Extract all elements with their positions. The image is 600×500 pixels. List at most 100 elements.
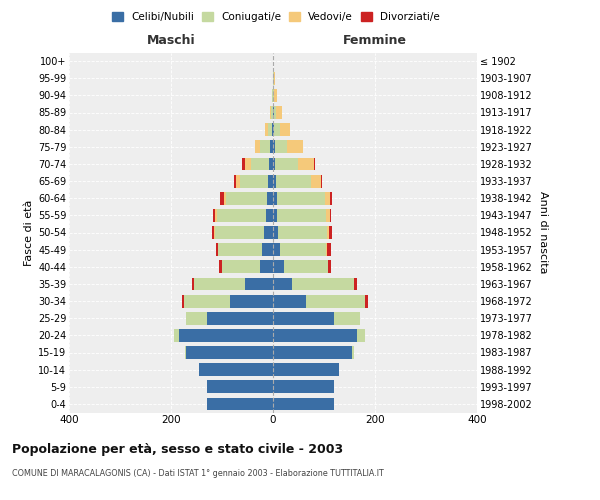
Y-axis label: Fasce di età: Fasce di età	[23, 200, 34, 266]
Bar	[240, 174, 268, 188]
Bar	[186, 312, 206, 324]
Bar	[274, 123, 280, 136]
Bar	[273, 192, 277, 204]
Bar	[230, 294, 273, 308]
Bar	[245, 278, 273, 290]
Bar	[274, 72, 275, 85]
Bar	[264, 226, 273, 239]
Bar	[271, 140, 273, 153]
Bar	[217, 209, 266, 222]
Bar	[287, 140, 302, 153]
Bar	[298, 158, 314, 170]
Bar	[326, 226, 329, 239]
Bar	[260, 140, 271, 153]
Bar	[206, 398, 273, 410]
Bar	[280, 123, 290, 136]
Bar	[277, 209, 326, 222]
Bar	[275, 158, 298, 170]
Bar	[179, 329, 273, 342]
Bar	[276, 106, 282, 119]
Legend: Celibi/Nubili, Coniugati/e, Vedovi/e, Divorziati/e: Celibi/Nubili, Coniugati/e, Vedovi/e, Di…	[108, 8, 444, 26]
Bar	[306, 294, 365, 308]
Bar	[266, 209, 273, 222]
Bar	[352, 346, 353, 359]
Bar	[329, 226, 332, 239]
Bar	[273, 174, 275, 188]
Bar	[273, 380, 334, 393]
Bar	[194, 278, 245, 290]
Bar	[273, 89, 274, 102]
Bar	[292, 278, 353, 290]
Bar	[226, 192, 267, 204]
Bar	[280, 243, 326, 256]
Bar	[275, 140, 287, 153]
Bar	[325, 192, 330, 204]
Bar	[219, 260, 222, 273]
Bar	[327, 243, 331, 256]
Bar	[273, 140, 275, 153]
Bar	[215, 209, 217, 222]
Bar	[265, 123, 268, 136]
Bar	[329, 209, 331, 222]
Bar	[273, 123, 274, 136]
Bar	[273, 243, 280, 256]
Bar	[218, 243, 262, 256]
Bar	[326, 243, 327, 256]
Bar	[273, 398, 334, 410]
Bar	[330, 192, 332, 204]
Text: Maschi: Maschi	[146, 34, 196, 48]
Bar	[357, 329, 365, 342]
Text: COMUNE DI MARACALAGONIS (CA) - Dati ISTAT 1° gennaio 2003 - Elaborazione TUTTITA: COMUNE DI MARACALAGONIS (CA) - Dati ISTA…	[12, 468, 384, 477]
Bar	[262, 243, 273, 256]
Bar	[173, 329, 179, 342]
Bar	[273, 294, 306, 308]
Bar	[260, 260, 273, 273]
Bar	[311, 174, 322, 188]
Text: Popolazione per età, sesso e stato civile - 2003: Popolazione per età, sesso e stato civil…	[12, 442, 343, 456]
Text: Femmine: Femmine	[343, 34, 407, 48]
Bar	[273, 260, 284, 273]
Bar	[273, 209, 277, 222]
Bar	[273, 158, 275, 170]
Bar	[242, 158, 245, 170]
Bar	[273, 329, 357, 342]
Bar	[182, 294, 184, 308]
Bar	[216, 243, 218, 256]
Bar	[245, 158, 251, 170]
Bar	[273, 278, 292, 290]
Bar	[215, 226, 264, 239]
Bar	[193, 278, 194, 290]
Bar	[212, 226, 214, 239]
Bar	[214, 226, 215, 239]
Bar	[328, 260, 331, 273]
Bar	[184, 294, 230, 308]
Y-axis label: Anni di nascita: Anni di nascita	[538, 191, 548, 274]
Bar	[185, 346, 187, 359]
Bar	[284, 260, 328, 273]
Bar	[251, 158, 269, 170]
Bar	[268, 123, 272, 136]
Bar	[334, 312, 360, 324]
Bar	[272, 123, 273, 136]
Bar	[273, 346, 352, 359]
Bar	[268, 174, 273, 188]
Bar	[234, 174, 236, 188]
Bar	[274, 106, 276, 119]
Bar	[220, 192, 224, 204]
Bar	[236, 174, 240, 188]
Bar	[271, 106, 273, 119]
Bar	[267, 192, 273, 204]
Bar	[224, 192, 226, 204]
Bar	[277, 192, 325, 204]
Bar	[273, 363, 340, 376]
Bar	[275, 174, 311, 188]
Bar	[206, 380, 273, 393]
Bar	[326, 209, 329, 222]
Bar	[273, 226, 278, 239]
Bar	[273, 312, 334, 324]
Bar	[274, 89, 277, 102]
Bar	[278, 226, 326, 239]
Bar	[206, 312, 273, 324]
Bar	[187, 346, 273, 359]
Bar	[222, 260, 260, 273]
